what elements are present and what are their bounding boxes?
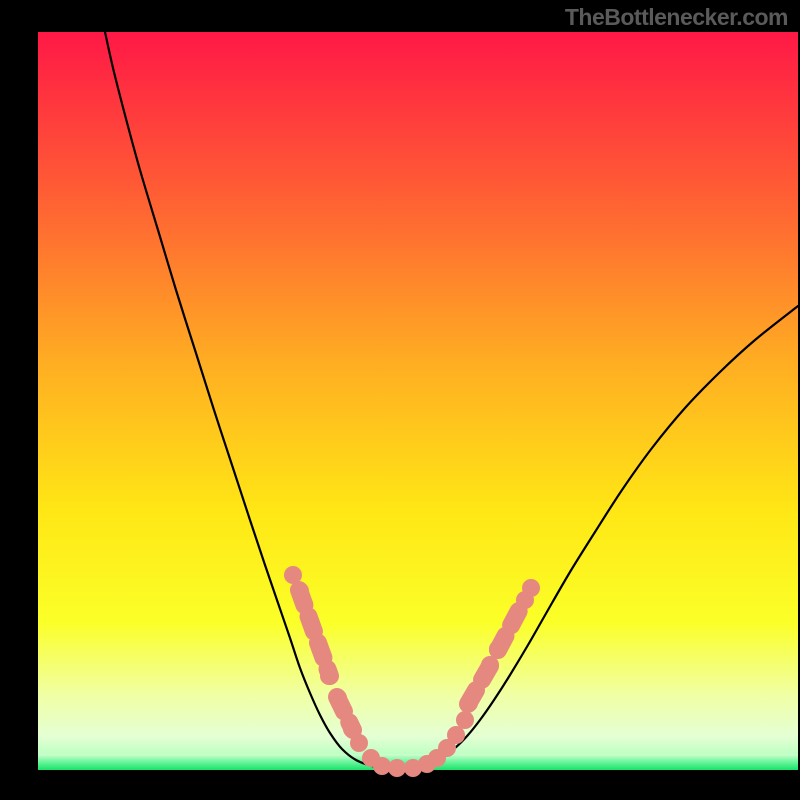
chart-canvas: TheBottlenecker.com: [0, 0, 800, 800]
green-bottom-strip: [38, 754, 798, 770]
watermark-text: TheBottlenecker.com: [565, 4, 788, 31]
gradient-plot-area: [38, 32, 798, 770]
